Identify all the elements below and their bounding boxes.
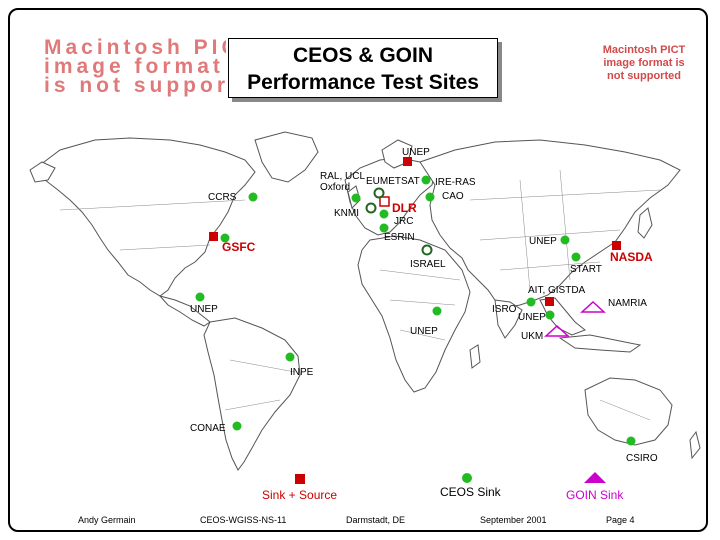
marker-nasda-source	[612, 241, 621, 250]
marker-dlr-source	[379, 196, 390, 207]
marker-gsfc-dot	[220, 233, 230, 243]
label-esrin: ESRIN	[384, 232, 415, 243]
label-cao: CAO	[442, 191, 464, 202]
marker-unep-bangkok-dot	[545, 310, 555, 320]
south-america-outline	[203, 317, 301, 471]
label-conae: CONAE	[190, 423, 226, 434]
label-knmi: KNMI	[334, 208, 359, 219]
label-ire-ras: IRE-RAS	[435, 177, 476, 188]
legend-goin-triangle	[584, 472, 606, 483]
marker-ire-ras-dot	[421, 175, 431, 185]
indonesia-outline	[558, 334, 642, 353]
label-ral-ucl: RAL, UCL	[320, 171, 366, 182]
land-outlines	[29, 131, 701, 471]
africa-outline	[357, 235, 471, 393]
label-csiro: CSIRO	[626, 453, 658, 464]
marker-cao-dot	[425, 192, 435, 202]
new-zealand-outline	[689, 430, 701, 460]
title-line-2: Performance Test Sites	[247, 71, 479, 94]
marker-unep-geneva-dot	[432, 306, 442, 316]
label-unep-west: UNEP	[190, 304, 218, 315]
legend-ceos-dot	[462, 473, 472, 483]
footer-author: Andy Germain	[78, 515, 136, 525]
greenland-outline	[254, 131, 319, 183]
asia-outline	[419, 139, 681, 309]
label-ait-gistda: AIT, GISTDA	[528, 285, 586, 296]
north-america-outline	[39, 137, 256, 297]
marker-csiro-dot	[626, 436, 636, 446]
marker-isro-dot	[526, 297, 536, 307]
label-unep-africa: UNEP	[410, 326, 438, 337]
central-america-outline	[158, 295, 211, 327]
label-oxford: Oxford	[320, 182, 351, 193]
marker-jrc-dot	[379, 209, 389, 219]
footer-location: Darmstadt, DE	[346, 515, 406, 525]
footer-date: September 2001	[480, 515, 547, 525]
marker-oxford-dot	[351, 193, 361, 203]
marker-unep-nairobi-source	[403, 157, 412, 166]
label-ukm: UKM	[521, 331, 544, 342]
marker-namria-triangle	[580, 300, 606, 313]
country-borders	[59, 169, 661, 421]
label-isro: ISRO	[492, 304, 517, 315]
label-inpe: INPE	[290, 367, 314, 378]
legend-ceos-label: CEOS Sink	[440, 485, 501, 499]
marker-knmi-ring	[365, 202, 377, 214]
slide-title: CEOS & GOIN Performance Test Sites	[228, 38, 498, 98]
marker-gsfc-source	[209, 232, 218, 241]
india-outline	[494, 299, 523, 339]
marker-unep-north-asia-dot	[560, 235, 570, 245]
marker-ukm-triangle	[544, 324, 570, 337]
marker-ait-gistda-source	[545, 297, 554, 306]
label-nasda: NASDA	[610, 250, 653, 264]
label-gsfc: GSFC	[222, 240, 256, 254]
legend-source-label: Sink + Source	[262, 488, 338, 502]
pict-unsupported-notice-left: Macintosh PICT image format is not suppo…	[44, 38, 226, 97]
legend-source-square	[295, 474, 305, 484]
footer-meeting: CEOS-WGISS-NS-11	[200, 515, 287, 525]
marker-conae-dot	[232, 421, 242, 431]
label-unep-top: UNEP	[402, 147, 430, 158]
pict-unsupported-notice-right: Macintosh PICT image format is not suppo…	[602, 44, 686, 82]
label-unep-bangkok: UNEP	[518, 312, 546, 323]
label-israel: ISRAEL	[410, 259, 446, 270]
site-markers	[195, 157, 636, 446]
marker-ccrs-dot	[248, 192, 258, 202]
title-line-1: CEOS & GOIN	[292, 44, 434, 67]
alaska-outline	[29, 161, 56, 183]
label-start: START	[570, 264, 602, 275]
marker-israel-ring	[421, 244, 433, 256]
legend-markers	[295, 472, 606, 484]
marker-unep-west-dot	[195, 292, 205, 302]
marker-start-dot	[571, 252, 581, 262]
label-namria: NAMRIA	[608, 298, 647, 309]
madagascar-outline	[469, 344, 481, 369]
label-eumetsat: EUMETSAT	[366, 176, 420, 187]
marker-eumetsat-ring	[373, 187, 385, 199]
label-dlr: DLR	[392, 201, 417, 215]
footer-page: Page 4	[606, 515, 635, 525]
japan-outline	[637, 207, 653, 239]
marker-esrin-dot	[379, 223, 389, 233]
label-ccrs: CCRS	[208, 192, 237, 203]
southeast-asia-outline	[539, 297, 586, 336]
legend-goin-label: GOIN Sink	[566, 488, 624, 502]
label-jrc: JRC	[394, 216, 414, 227]
label-unep-asia: UNEP	[529, 236, 557, 247]
slide-frame	[8, 8, 708, 532]
marker-inpe-dot	[285, 352, 295, 362]
